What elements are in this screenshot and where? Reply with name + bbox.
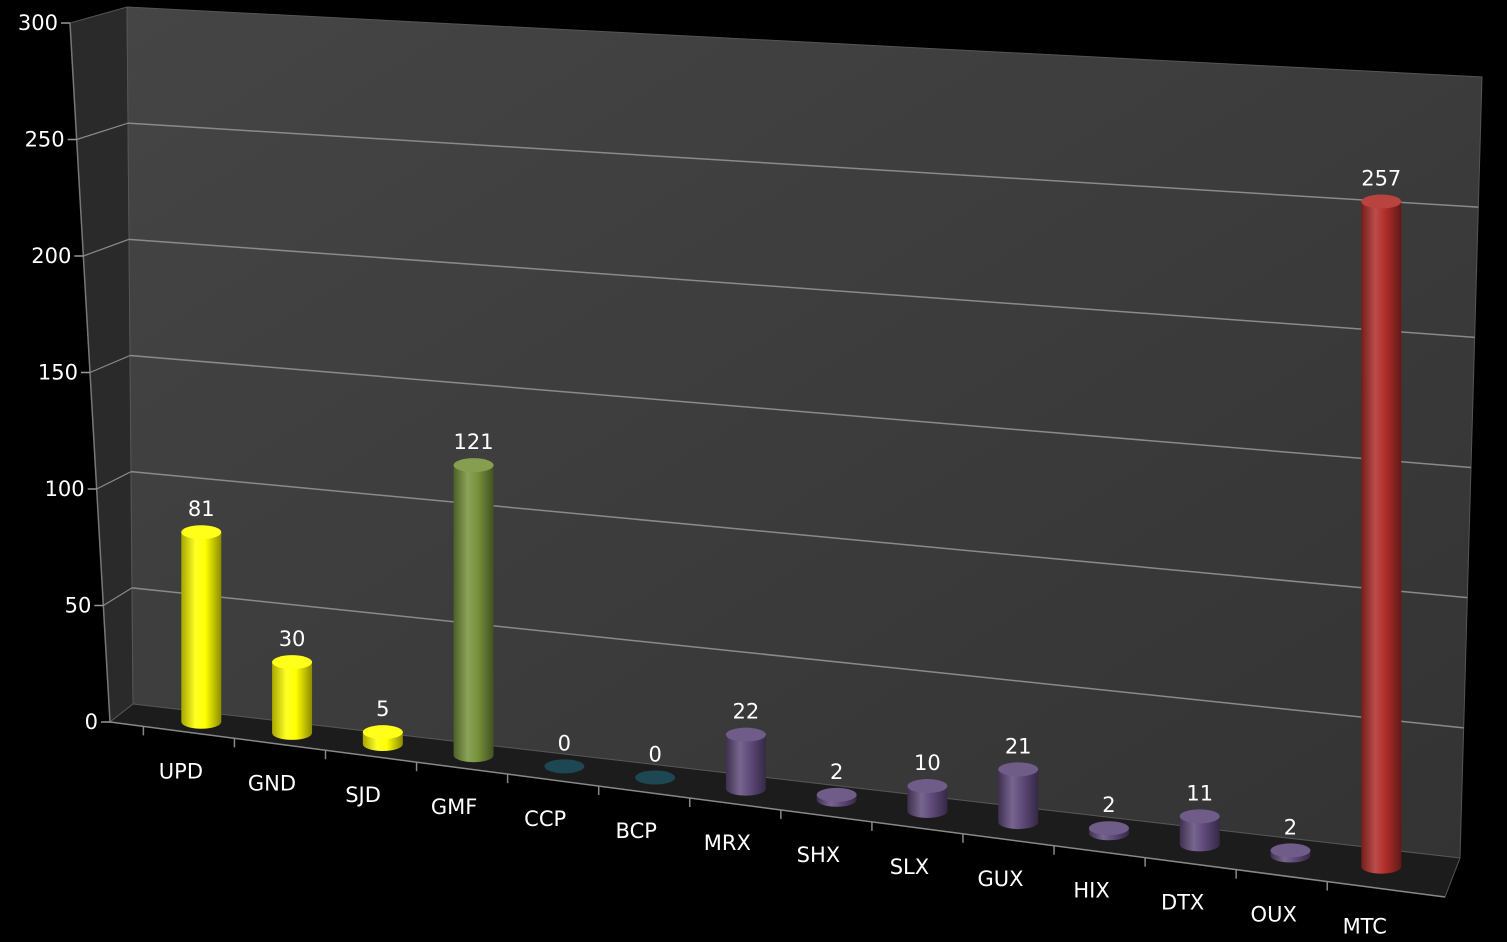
gridline xyxy=(131,587,1464,729)
x-axis: UPD GND SJD GMF CCP BCP MRX SHX SLX GUX HIX DTX OUX M… xyxy=(109,721,1446,939)
bar-hix: 2 xyxy=(1088,793,1129,841)
bar-body xyxy=(181,532,222,729)
bar-dtx: 11 xyxy=(1179,781,1220,852)
x-axis-line xyxy=(109,721,1446,898)
gridlines xyxy=(76,122,1479,729)
bar-body xyxy=(272,662,313,740)
gridline xyxy=(129,354,1472,469)
y-tick-label: 0 xyxy=(85,710,98,734)
data-label-upd: 81 xyxy=(188,497,215,521)
data-label-gux: 21 xyxy=(1005,734,1032,758)
data-label-gnd: 30 xyxy=(279,627,306,651)
bar-top xyxy=(907,779,948,794)
data-label-sjd: 5 xyxy=(376,697,389,721)
data-label-gmf: 121 xyxy=(454,430,494,454)
data-label-ccp: 0 xyxy=(558,731,571,755)
bar-mtc: 257 xyxy=(1361,167,1401,874)
bar-sjd: 5 xyxy=(362,697,403,752)
bar-bcp: 0 xyxy=(635,743,676,785)
bar-gmf: 121 xyxy=(453,430,494,763)
bar-top xyxy=(725,727,766,742)
bar-top xyxy=(1088,821,1129,836)
category-label-bcp: BCP xyxy=(616,819,657,843)
category-label-shx: SHX xyxy=(797,843,841,867)
bar-ccp: 0 xyxy=(544,731,585,774)
category-label-gnd: GND xyxy=(248,771,296,795)
bar-gnd: 30 xyxy=(272,627,313,740)
bar-body xyxy=(1179,816,1220,852)
bar-body xyxy=(453,465,494,763)
bar-top xyxy=(816,787,857,802)
bar-top xyxy=(635,770,676,785)
category-label-hix: HIX xyxy=(1073,879,1109,903)
gridline-side xyxy=(96,471,132,490)
bar-top xyxy=(544,759,585,774)
data-label-mtc: 257 xyxy=(1361,167,1401,191)
bar-mrx: 22 xyxy=(725,700,766,796)
y-tick-label: 200 xyxy=(31,244,71,268)
gridline xyxy=(127,122,1479,208)
category-label-upd: UPD xyxy=(159,759,203,783)
gridline-side xyxy=(83,238,130,257)
bar-top xyxy=(362,725,403,740)
category-label-ccp: CCP xyxy=(524,807,566,831)
bar-top xyxy=(1270,843,1311,858)
bar-body xyxy=(998,769,1039,830)
gridline-side xyxy=(103,587,133,607)
data-label-dtx: 11 xyxy=(1186,781,1213,805)
bar-top xyxy=(272,655,313,670)
bar-gux: 21 xyxy=(998,734,1039,830)
bar-oux: 2 xyxy=(1270,815,1311,863)
category-label-oux: OUX xyxy=(1251,903,1297,927)
data-label-slx: 10 xyxy=(914,751,941,775)
category-label-slx: SLX xyxy=(890,855,929,879)
bar-top xyxy=(998,762,1039,777)
bar-top xyxy=(181,525,222,540)
y-axis: 0 50 100 150 200 250 300 xyxy=(18,11,110,734)
y-tick-label: 250 xyxy=(25,128,65,152)
gridline xyxy=(130,470,1468,599)
category-label-sjd: SJD xyxy=(345,783,381,807)
data-label-bcp: 0 xyxy=(648,743,661,767)
gridline-side xyxy=(76,122,129,141)
data-label-mrx: 22 xyxy=(733,700,760,724)
y-tick-label: 300 xyxy=(18,11,58,35)
category-label-mrx: MRX xyxy=(704,831,751,855)
y-tick-label: 50 xyxy=(65,594,92,618)
bar-body xyxy=(725,734,766,796)
y-tick-label: 100 xyxy=(45,477,85,501)
category-label-dtx: DTX xyxy=(1161,891,1204,915)
data-label-oux: 2 xyxy=(1284,815,1297,839)
bar-top xyxy=(1361,194,1402,209)
y-tick-label: 150 xyxy=(38,361,78,385)
bar-upd: 81 xyxy=(181,497,222,729)
bar-shx: 2 xyxy=(816,760,857,807)
data-label-hix: 2 xyxy=(1102,793,1115,817)
data-label-shx: 2 xyxy=(830,760,843,784)
bar-body xyxy=(907,786,948,818)
bar-slx: 10 xyxy=(907,751,948,818)
category-label-gmf: GMF xyxy=(431,795,477,819)
gridline xyxy=(128,238,1475,339)
bar-body xyxy=(1361,201,1402,874)
category-label-gux: GUX xyxy=(977,867,1023,891)
bar-top xyxy=(453,458,494,473)
category-label-mtc: MTC xyxy=(1343,915,1387,939)
bar-top xyxy=(1179,809,1220,824)
gridline-side xyxy=(89,354,131,374)
